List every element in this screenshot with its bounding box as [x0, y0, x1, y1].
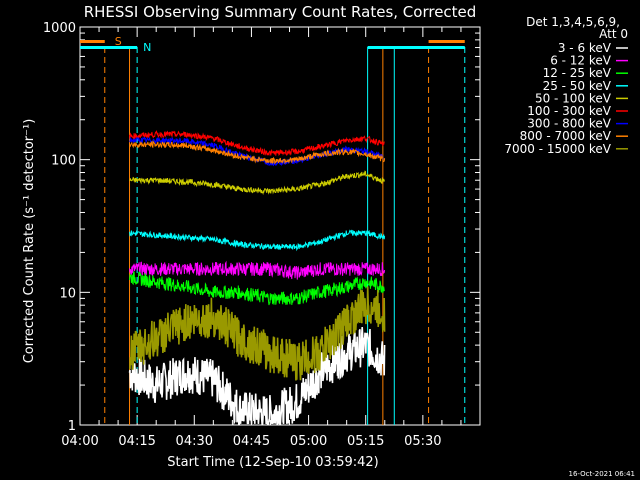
legend-label: 100 - 300 keV	[527, 104, 611, 118]
series-line-4	[129, 170, 385, 196]
series-line-8	[128, 286, 386, 381]
x-tick-label: 04:45	[233, 434, 270, 449]
x-tick-label: 04:00	[61, 434, 98, 449]
legend-label: 50 - 100 keV	[535, 91, 612, 105]
legend-header-line-1: Det 1,3,4,5,6,9,	[526, 15, 620, 29]
legend-label: 7000 - 15000 keV	[504, 142, 611, 156]
x-tick-label: 05:15	[347, 434, 384, 449]
x-tick-label: 04:30	[176, 434, 213, 449]
legend-label: 800 - 7000 keV	[520, 129, 612, 143]
series-line-5	[129, 130, 385, 157]
night-label: N	[143, 41, 151, 54]
night-bar	[80, 46, 138, 49]
legend-label: 300 - 800 keV	[527, 117, 611, 131]
legend-label: 3 - 6 keV	[558, 41, 612, 55]
generation-date: 16-Oct-2021 06:41	[569, 470, 635, 478]
plot-frame	[79, 26, 481, 426]
plot-area: 1 10 100 1000 04:00 04:15 04:30 04:45 05:00 05:15…	[43, 21, 628, 449]
legend-header-line-2: Att 0	[599, 27, 628, 41]
series-line-7	[129, 140, 386, 165]
chart-title: RHESSI Observing Summary Count Rates, Co…	[84, 3, 477, 21]
legend-label: 12 - 25 keV	[543, 66, 612, 80]
y-tick-label: 1	[68, 419, 76, 434]
series-line-3	[129, 229, 386, 252]
x-tick-label: 04:15	[118, 434, 155, 449]
x-tick-label: 05:30	[404, 434, 441, 449]
saa-bar	[428, 40, 465, 43]
saa-bar	[80, 40, 105, 43]
legend-label: 25 - 50 keV	[543, 79, 612, 93]
y-tick-label: 1000	[43, 21, 76, 36]
night-bar	[367, 46, 465, 49]
x-tick-label: 05:00	[290, 434, 327, 449]
y-axis-label: Corrected Count Rate (s⁻¹ detector⁻¹)	[22, 119, 37, 364]
x-axis-label: Start Time (12-Sep-10 03:59:42)	[167, 455, 378, 470]
y-tick-label: 10	[59, 286, 76, 301]
series-line-2	[129, 271, 385, 306]
legend-label: 6 - 12 keV	[550, 54, 612, 68]
y-tick-label: 100	[51, 154, 76, 169]
saa-label: S	[115, 35, 122, 48]
series-line-1	[129, 260, 386, 280]
